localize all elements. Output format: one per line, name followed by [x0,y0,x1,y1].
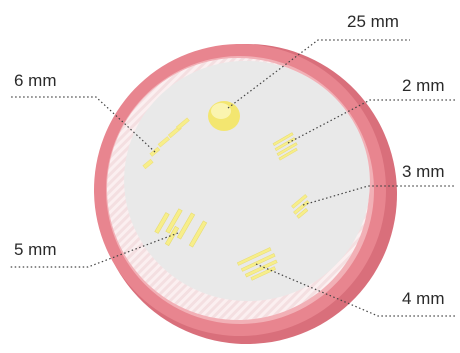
label-6mm: 6 mm [14,71,57,90]
feature-3mm-group [291,194,310,219]
feature-5mm-group [154,208,208,248]
leader-4mm [255,263,455,317]
feature-2mm-group [272,132,298,161]
leader-2mm [287,99,455,144]
feature-25mm-pillar [208,101,240,131]
feature-4mm-group [236,247,278,281]
leader-6mm [10,96,156,153]
leader-lines [10,39,455,317]
label-2mm: 2 mm [402,76,445,95]
label-5mm: 5 mm [14,240,57,259]
label-3mm: 3 mm [402,162,445,181]
leader-25mm [227,39,410,109]
label-4mm: 4 mm [402,289,445,308]
leader-5mm [10,232,179,268]
label-25mm: 25 mm [347,12,399,31]
